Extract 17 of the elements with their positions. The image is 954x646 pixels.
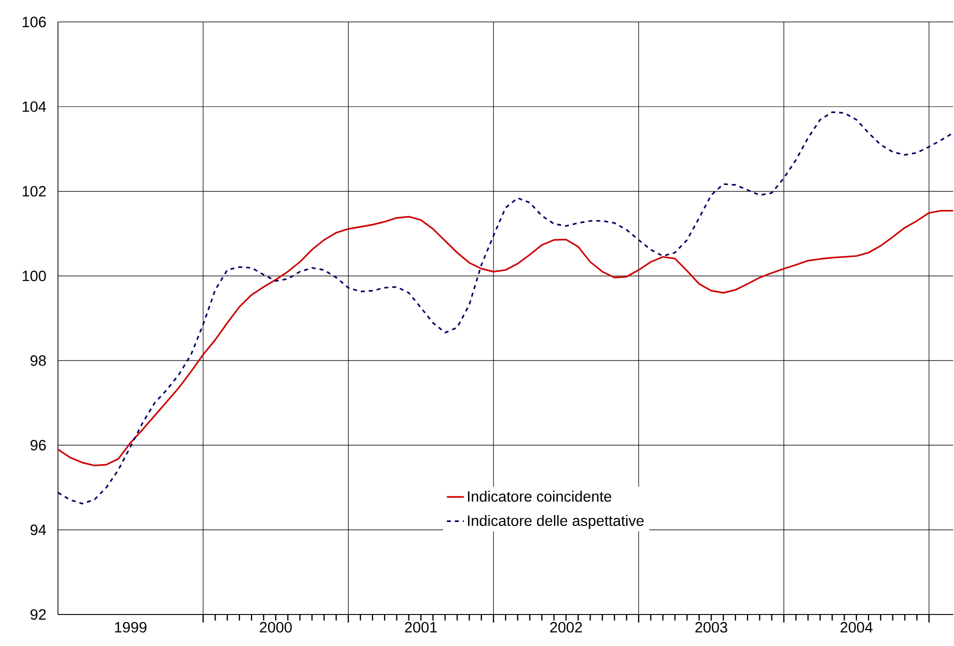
y-tick-label: 96 bbox=[30, 440, 46, 450]
x-tick-label: 2001 bbox=[405, 622, 437, 632]
legend-label: Indicatore coincidente bbox=[468, 490, 612, 502]
y-tick-label: 92 bbox=[30, 608, 46, 620]
x-tick-label: 2003 bbox=[695, 622, 728, 632]
y-tick-label: 98 bbox=[30, 355, 46, 366]
legend-label: Indicatore delle aspettative bbox=[468, 514, 644, 529]
y-tick-label: 106 bbox=[22, 16, 46, 28]
y-tick-label: 104 bbox=[22, 101, 46, 112]
x-tick-label: 2000 bbox=[260, 622, 292, 632]
line-series bbox=[57, 111, 954, 504]
x-tick-label: 2004 bbox=[840, 622, 873, 632]
x-tick-label: 2002 bbox=[550, 622, 582, 632]
x-tick-label: 1999 bbox=[115, 622, 146, 632]
y-tick-label: 102 bbox=[22, 186, 46, 196]
y-tick-label: 94 bbox=[30, 524, 46, 535]
y-tick-label: 100 bbox=[22, 270, 46, 281]
